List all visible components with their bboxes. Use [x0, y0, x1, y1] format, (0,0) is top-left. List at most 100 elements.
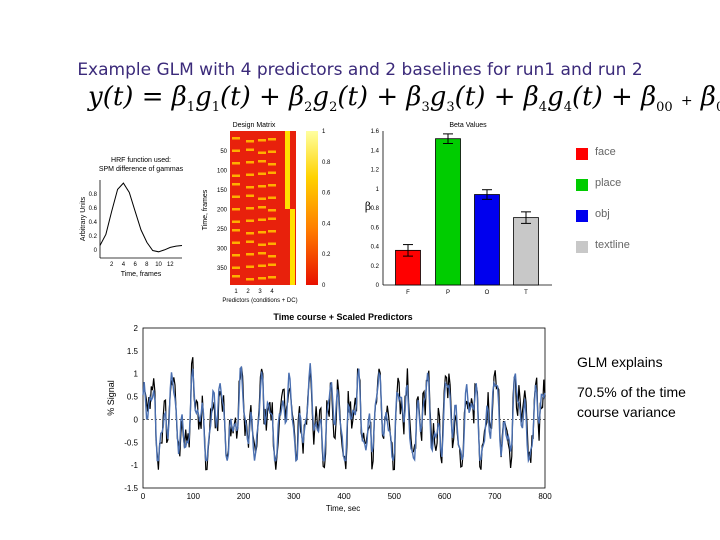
design-matrix-y-tick-label: 200 — [217, 208, 228, 214]
design-matrix-event — [246, 219, 254, 222]
design-matrix-event — [232, 162, 240, 165]
hrf-title-line1: HRF function used: — [111, 157, 171, 164]
time-course-y-tick-label: 0.5 — [127, 393, 139, 402]
design-matrix-y-tick-label: 300 — [217, 247, 228, 253]
equation-baseline-1: β00 — [641, 82, 673, 116]
design-matrix-event — [246, 207, 254, 210]
time-course-y-axis-label: % Signal — [106, 380, 116, 416]
design-matrix-event — [268, 263, 276, 266]
beta-category-label: O — [485, 290, 490, 296]
equation-plus: + — [493, 82, 516, 112]
legend-label-obj: obj — [595, 208, 610, 220]
design-matrix-y-tick-label: 150 — [217, 188, 228, 194]
beta-category-label: F — [406, 290, 410, 296]
design-matrix-event — [246, 148, 254, 151]
time-course-y-tick-label: -1 — [131, 461, 139, 470]
design-matrix-x-tick-label: 3 — [258, 289, 262, 295]
beta-y-axis-label: β — [365, 200, 371, 213]
design-matrix-event — [246, 265, 254, 268]
design-matrix-event — [246, 278, 254, 281]
design-matrix-event — [246, 186, 254, 189]
hrf-x-tick-label: 4 — [122, 262, 126, 268]
colorbar-tick-label: 0.8 — [322, 160, 331, 166]
beta-y-tick-label: 1 — [376, 187, 380, 193]
beta-y-tick-label: 0.4 — [371, 245, 380, 251]
design-matrix-event — [268, 196, 276, 199]
design-matrix-event — [268, 209, 276, 212]
time-course-x-tick-label: 200 — [237, 492, 251, 501]
time-course-x-axis-label: Time, sec — [326, 504, 360, 513]
beta-values-panel: Beta Values 0 0.2 0.4 0.6 0.8 1 1.2 1.4 1.6 β F P O T — [365, 122, 552, 296]
colorbar-tick-label: 0.2 — [322, 252, 331, 258]
colorbar-tick-label: 0 — [322, 283, 326, 289]
time-course-y-tick-label: 1 — [134, 370, 139, 379]
equation-equals: = — [141, 82, 164, 112]
time-course-y-tick-label: 0 — [134, 415, 139, 424]
design-matrix-title: Design Matrix — [233, 122, 276, 129]
beta-bar — [474, 194, 500, 286]
design-matrix-event — [232, 137, 240, 140]
hrf-x-tick-label: 12 — [167, 262, 174, 268]
design-matrix-event — [268, 150, 276, 153]
design-matrix-event — [246, 232, 254, 235]
beta-category-label: T — [524, 290, 528, 296]
legend-swatch-face — [576, 148, 588, 160]
beta-y-tick-label: 1.6 — [371, 129, 380, 135]
design-matrix-event — [246, 140, 254, 143]
colorbar-tick-label: 0.6 — [322, 191, 331, 197]
time-course-x-tick-label: 500 — [388, 492, 402, 501]
time-course-x-tick-label: 800 — [538, 492, 552, 501]
design-matrix-event — [258, 185, 266, 188]
design-matrix-x-tick-label: 4 — [270, 289, 274, 295]
time-course-y-tick-label: 1.5 — [127, 347, 139, 356]
colorbar-tick-label: 1 — [322, 129, 326, 135]
variance-explained-text: 70.5% of the time course variance — [577, 384, 686, 420]
hrf-title-line2: SPM difference of gammas — [99, 166, 184, 173]
design-matrix-y-tick-label: 250 — [217, 227, 228, 233]
design-matrix-event — [258, 231, 266, 234]
hrf-x-axis-label: Time, frames — [121, 271, 162, 278]
design-matrix-event — [268, 138, 276, 141]
design-matrix-event — [246, 194, 254, 197]
hrf-x-tick-label: 10 — [155, 262, 162, 268]
equation-baseline-2: β01 — [700, 82, 720, 115]
design-matrix-event — [268, 230, 276, 233]
design-matrix-event — [246, 253, 254, 256]
design-matrix-event — [232, 275, 240, 278]
design-matrix-event — [258, 139, 266, 142]
beta-bar — [435, 138, 461, 286]
time-course-frame — [142, 327, 546, 489]
equation-lhs: y(t) — [88, 82, 134, 112]
beta-y-tick-label: 0 — [376, 283, 380, 289]
equation-term-3: β3g3(t) — [406, 82, 486, 116]
time-course-x-tick-label: 700 — [488, 492, 502, 501]
beta-y-tick-label: 0.8 — [371, 206, 380, 212]
equation-term-1: β1g1(t) — [171, 82, 251, 116]
design-matrix-event — [246, 161, 254, 164]
design-matrix-event — [268, 255, 276, 258]
time-course-y-tick-label: -1.5 — [124, 484, 138, 493]
hrf-curve — [99, 182, 183, 253]
time-course-x-tick-label: 300 — [287, 492, 301, 501]
design-matrix-event — [258, 197, 266, 200]
legend-label-face: face — [595, 146, 616, 158]
time-course-panel: Time course + Scaled Predictors 2 1.5 1 0.5 0… — [106, 312, 552, 513]
legend-swatch-place — [576, 179, 588, 191]
design-matrix-event — [232, 266, 240, 269]
design-matrix-y-tick-label: 350 — [217, 266, 228, 272]
design-matrix-y-tick-label: 50 — [220, 149, 227, 155]
design-matrix-event — [232, 149, 240, 152]
time-course-title: Time course + Scaled Predictors — [273, 312, 412, 322]
legend-label-textline: textline — [595, 239, 630, 251]
design-matrix-x-tick-label: 1 — [234, 289, 238, 295]
hrf-y-tick-label: 0 — [94, 248, 98, 254]
design-matrix-event — [232, 220, 240, 223]
design-matrix-event — [258, 206, 266, 209]
design-matrix-event — [232, 195, 240, 198]
hrf-y-tick-label: 0.8 — [89, 192, 98, 198]
hrf-y-tick-label: 0.2 — [89, 234, 98, 240]
hrf-x-tick-label: 2 — [110, 262, 114, 268]
design-matrix-event — [268, 217, 276, 220]
design-matrix-event — [268, 163, 276, 166]
beta-bar — [513, 217, 539, 286]
